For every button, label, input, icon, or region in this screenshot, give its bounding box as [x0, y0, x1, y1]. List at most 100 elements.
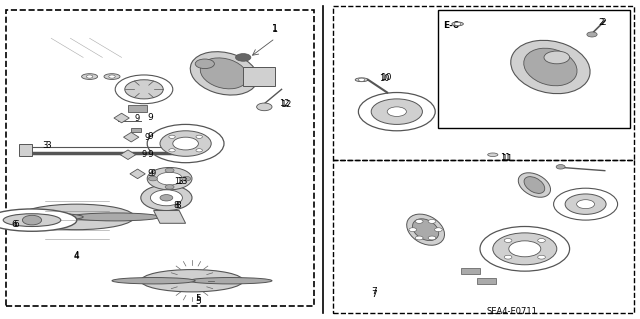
- Circle shape: [169, 135, 175, 138]
- Polygon shape: [461, 268, 480, 274]
- Circle shape: [538, 255, 545, 259]
- Ellipse shape: [70, 213, 160, 221]
- Polygon shape: [130, 169, 145, 179]
- Circle shape: [86, 75, 93, 78]
- Text: 9: 9: [135, 114, 140, 122]
- Text: 9: 9: [151, 169, 156, 178]
- Circle shape: [160, 195, 173, 201]
- Circle shape: [554, 188, 618, 220]
- Text: 2: 2: [599, 18, 604, 27]
- Circle shape: [415, 236, 423, 240]
- Circle shape: [454, 22, 461, 26]
- Bar: [438, 10, 630, 128]
- Ellipse shape: [355, 78, 368, 82]
- Text: 9: 9: [148, 150, 153, 159]
- Bar: [243, 67, 275, 86]
- Circle shape: [504, 239, 512, 242]
- Circle shape: [147, 124, 224, 163]
- Circle shape: [577, 200, 595, 209]
- Bar: [6, 10, 314, 306]
- Circle shape: [182, 176, 191, 181]
- Ellipse shape: [413, 219, 438, 241]
- Text: 12: 12: [281, 100, 292, 109]
- Text: 9: 9: [148, 113, 153, 122]
- Text: 9: 9: [145, 133, 150, 142]
- Circle shape: [415, 219, 423, 223]
- Ellipse shape: [0, 209, 77, 231]
- Ellipse shape: [19, 204, 134, 230]
- Ellipse shape: [524, 177, 545, 193]
- Ellipse shape: [104, 74, 120, 79]
- Text: 2: 2: [600, 19, 605, 27]
- Circle shape: [556, 165, 565, 169]
- Circle shape: [148, 176, 157, 181]
- Text: 4: 4: [74, 252, 79, 261]
- Polygon shape: [128, 105, 147, 112]
- Circle shape: [141, 185, 192, 211]
- Circle shape: [587, 32, 597, 37]
- Circle shape: [236, 54, 251, 61]
- Circle shape: [157, 172, 182, 185]
- Text: 11: 11: [500, 153, 511, 162]
- Circle shape: [480, 226, 570, 271]
- Text: E-6: E-6: [443, 21, 460, 30]
- Circle shape: [173, 137, 198, 150]
- Ellipse shape: [511, 40, 590, 94]
- Text: 8: 8: [175, 201, 180, 210]
- Text: 7: 7: [372, 287, 377, 296]
- Ellipse shape: [189, 278, 272, 284]
- Circle shape: [428, 219, 436, 223]
- Circle shape: [257, 103, 272, 111]
- Text: 4: 4: [74, 251, 79, 260]
- Text: 3: 3: [42, 141, 47, 150]
- Text: 1: 1: [272, 24, 278, 34]
- Text: 5: 5: [196, 297, 201, 306]
- Circle shape: [387, 107, 406, 116]
- Bar: [333, 160, 634, 313]
- Polygon shape: [114, 113, 129, 123]
- Circle shape: [115, 75, 173, 104]
- Circle shape: [493, 233, 557, 265]
- Text: 9: 9: [141, 150, 147, 159]
- Text: 13: 13: [177, 177, 188, 186]
- Ellipse shape: [190, 52, 258, 95]
- Ellipse shape: [406, 214, 445, 245]
- Circle shape: [538, 239, 545, 242]
- Circle shape: [165, 185, 174, 189]
- Circle shape: [196, 135, 202, 138]
- Text: 9: 9: [148, 132, 153, 141]
- Circle shape: [165, 168, 174, 173]
- Ellipse shape: [3, 214, 61, 226]
- Circle shape: [160, 131, 211, 156]
- Circle shape: [358, 78, 365, 81]
- Circle shape: [428, 236, 436, 240]
- Polygon shape: [477, 278, 496, 284]
- Text: 1: 1: [273, 24, 278, 33]
- Text: 8: 8: [173, 201, 179, 210]
- Circle shape: [150, 190, 182, 206]
- Circle shape: [409, 228, 417, 232]
- Text: 13: 13: [174, 177, 184, 186]
- Text: 12: 12: [280, 99, 290, 108]
- Text: SEA4-E0711: SEA4-E0711: [486, 307, 538, 315]
- Polygon shape: [120, 150, 136, 160]
- Circle shape: [169, 149, 175, 152]
- Text: 3: 3: [45, 141, 51, 150]
- Circle shape: [147, 167, 192, 190]
- Circle shape: [371, 99, 422, 124]
- Text: 11: 11: [502, 154, 513, 163]
- Circle shape: [358, 93, 435, 131]
- Circle shape: [504, 255, 512, 259]
- Text: 10: 10: [381, 73, 393, 82]
- Circle shape: [22, 215, 42, 225]
- Text: 7: 7: [372, 290, 377, 299]
- Circle shape: [509, 241, 541, 257]
- Circle shape: [565, 194, 606, 214]
- Circle shape: [196, 149, 202, 152]
- Bar: [333, 6, 634, 160]
- Polygon shape: [154, 211, 186, 223]
- Text: 9: 9: [148, 169, 153, 178]
- Circle shape: [544, 51, 570, 64]
- Text: 6: 6: [13, 220, 19, 229]
- Text: 5: 5: [196, 294, 201, 303]
